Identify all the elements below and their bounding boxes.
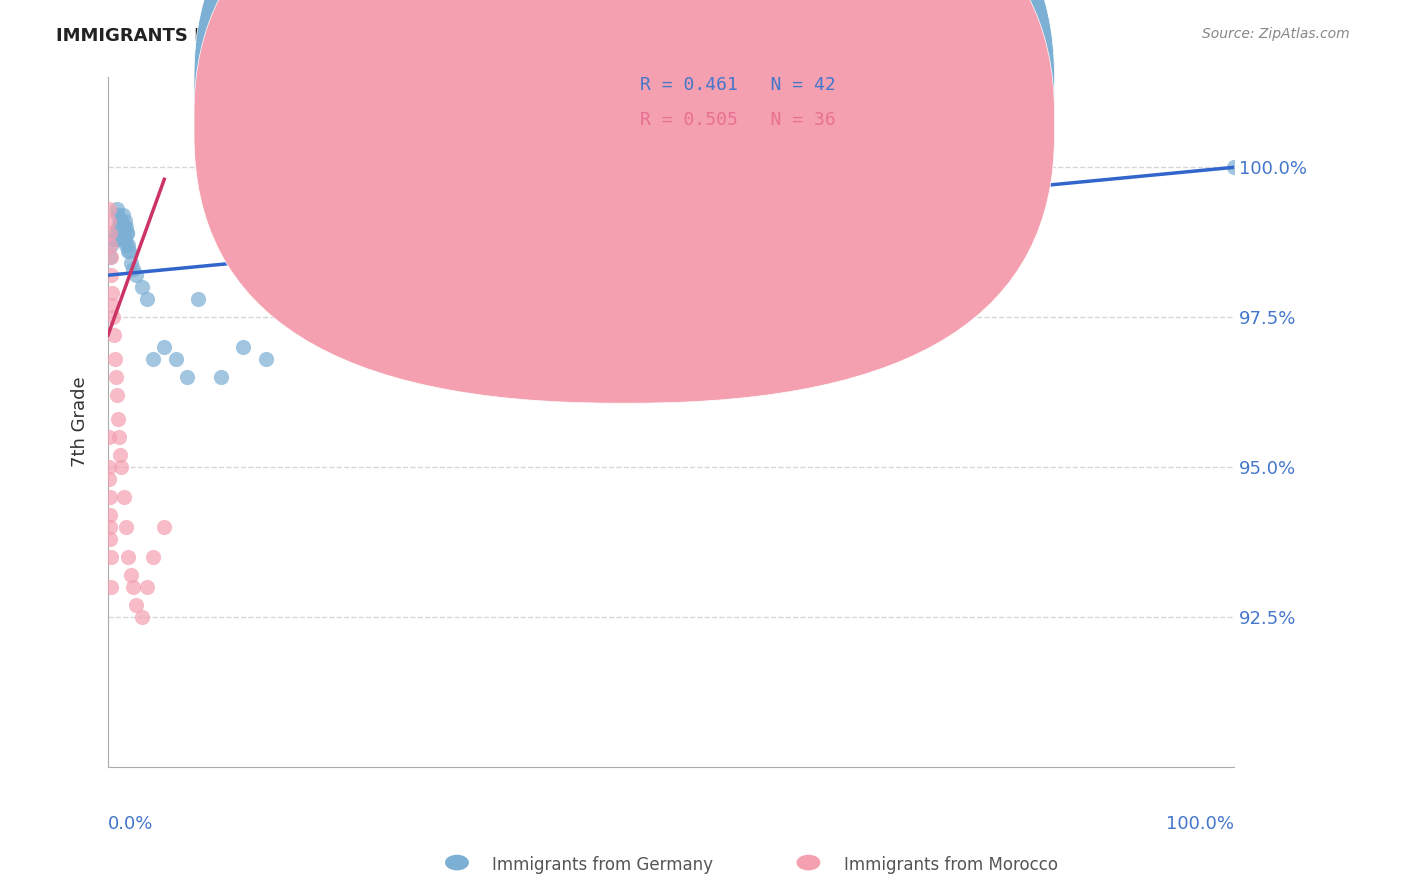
Point [115,220,138,235]
Point [115,226,138,240]
Point [108,232,131,246]
Point [107,412,129,426]
Point [121,262,143,277]
Point [112,490,135,504]
Point [100,238,122,252]
Point [131,280,153,294]
Point [101,286,124,301]
Point [120,567,142,582]
Point [153,520,176,534]
Point [136,580,159,594]
Text: Immigrants from Morocco: Immigrants from Morocco [844,856,1057,874]
Point [101,310,124,325]
Text: R = 0.505   N = 36: R = 0.505 N = 36 [640,112,835,129]
Point [115,238,138,252]
Point [111,226,134,240]
Point [97,202,120,217]
Point [117,238,139,252]
Point [114,214,136,228]
Point [187,292,209,306]
Point [165,352,187,367]
Point [103,232,125,246]
Point [98,226,121,240]
Point [101,298,124,312]
Point [115,226,138,240]
Point [107,220,129,235]
Point [110,214,132,228]
Point [100,580,122,594]
Point [98,238,121,252]
Point [108,220,131,235]
Point [107,208,129,222]
Point [108,430,131,444]
Point [136,292,159,306]
Text: IMMIGRANTS FROM GERMANY VS IMMIGRANTS FROM MOROCCO 7TH GRADE CORRELATION CHART: IMMIGRANTS FROM GERMANY VS IMMIGRANTS FR… [56,27,1050,45]
Point [110,220,132,235]
Point [110,220,132,235]
Point [110,460,132,475]
Point [117,549,139,564]
Point [100,549,122,564]
Text: Source: ZipAtlas.com: Source: ZipAtlas.com [1202,27,1350,41]
Point [100,268,122,283]
Point [98,250,121,264]
Point [176,370,198,384]
Point [100,532,122,546]
Point [104,352,127,367]
Point [98,508,121,522]
Point [110,214,132,228]
Point [98,214,121,228]
Point [105,388,128,402]
Point [114,232,136,246]
Point [98,472,121,486]
Text: R = 0.461   N = 42: R = 0.461 N = 42 [640,76,835,94]
Point [100,250,122,264]
Point [142,549,165,564]
Point [104,226,127,240]
Point [125,268,148,283]
Point [153,340,176,354]
Point [97,430,120,444]
Text: 0.0%: 0.0% [108,814,153,832]
Point [104,370,127,384]
Point [142,352,165,367]
Point [659,190,682,204]
Point [103,328,125,343]
Point [111,208,134,222]
Point [112,220,135,235]
Point [232,340,254,354]
Point [120,256,142,270]
Point [112,220,135,235]
Point [131,609,153,624]
Point [117,244,139,259]
Point [254,352,277,367]
Point [118,244,141,259]
Point [209,370,232,384]
Point [115,520,138,534]
Point [125,598,148,612]
Point [121,580,143,594]
Point [997,190,1019,204]
Point [97,460,120,475]
Point [110,448,132,462]
Point [105,202,128,217]
Text: 100.0%: 100.0% [1166,814,1234,832]
Y-axis label: 7th Grade: 7th Grade [72,376,89,467]
Point [1223,161,1246,175]
Point [98,520,121,534]
Text: Immigrants from Germany: Immigrants from Germany [492,856,713,874]
Point [98,490,121,504]
